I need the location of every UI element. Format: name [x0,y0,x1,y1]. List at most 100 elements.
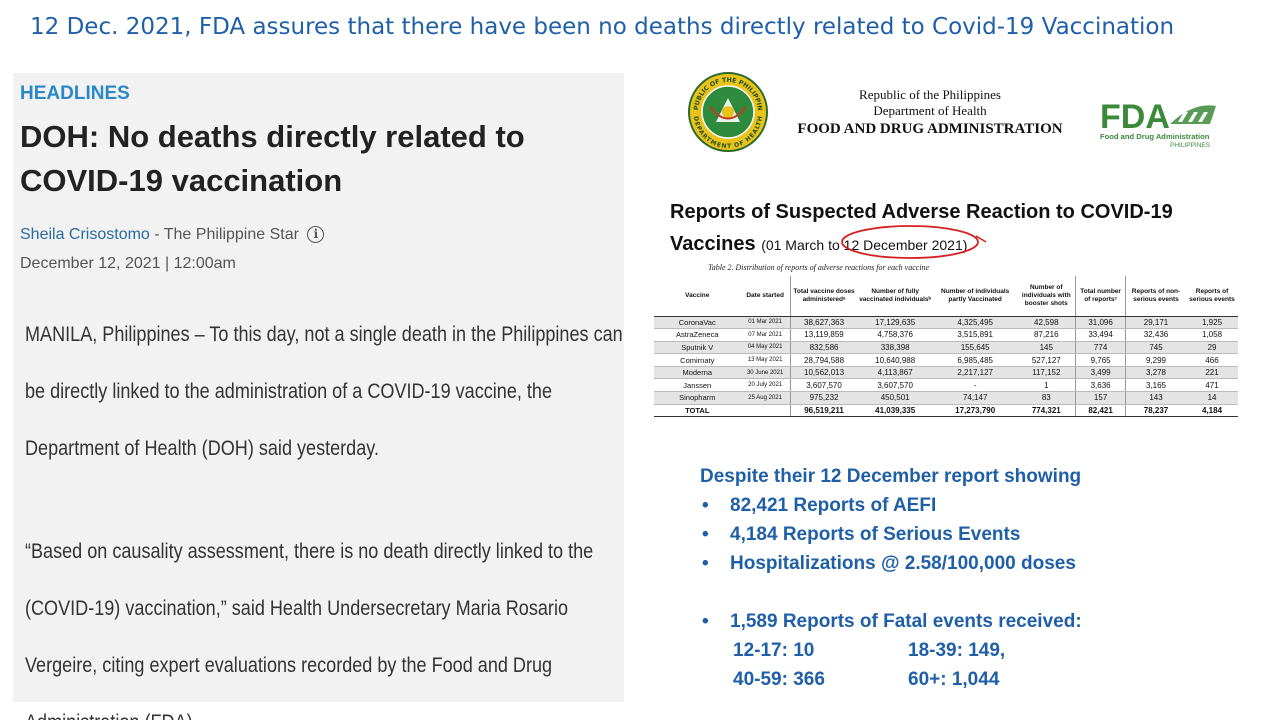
table-cell: 82,421 [1075,403,1126,418]
table-cell: AstraZeneca [654,328,741,342]
table-cell: Moderna [654,366,741,380]
table-header: Total number of reportsᶜ [1075,276,1126,317]
fda-logo-text: FDA [1100,98,1170,136]
table-cell: 33,494 [1075,328,1126,342]
table-cell: 9,299 [1125,353,1187,367]
table-cell: 28,794,588 [790,353,858,367]
age-group: 18-39: 149, [908,640,1006,661]
table-cell: 42,598 [1017,316,1077,330]
table-row: Comirnaty 13 May 2021 28,794,588 10,640,… [654,353,1238,367]
agency-line-3: FOOD AND DRUG ADMINISTRATION [797,121,1063,137]
table-cell: 3,165 [1125,378,1187,393]
table-cell: 471 [1186,378,1238,393]
article-paragraph-1: MANILA, Philippines – To this day, not a… [25,323,623,460]
table-cell: 10,562,013 [790,366,858,380]
table-cell: 17,273,790 [933,403,1018,418]
article-date: December 12, 2021 | 12:00am [20,255,236,272]
notes-bullet: 82,421 Reports of AEFI [700,491,1260,520]
table-cell: 221 [1186,366,1238,380]
table-cell [740,403,791,418]
table-cell: 3,636 [1075,378,1126,393]
table-header: Number of fully vaccinated individualsᵇ [857,276,933,317]
table-cell: Sputnik V [654,341,741,355]
doh-seal-icon: REPUBLIC OF THE PHILIPPINES DEPARTMENT O… [688,72,768,152]
table-cell: 01 Mar 2021 [740,316,791,330]
table-total-row: TOTAL 96,519,211 41,039,335 17,273,790 7… [654,403,1238,418]
notes-bullet: Hospitalizations @ 2.58/100,000 doses [700,549,1260,578]
report-title: Reports of Suspected Adverse Reaction to… [670,196,1270,261]
agency-header: Republic of the Philippines Department o… [785,87,1075,139]
table-cell: 04 May 2021 [740,341,791,355]
table-caption: Table 2. Distribution of reports of adve… [708,263,930,272]
notes-bullet: 4,184 Reports of Serious Events [700,520,1260,549]
table-header: Total vaccine doses administeredᵃ [790,276,858,317]
table-cell: 3,607,570 [857,378,933,393]
table-cell: 1,925 [1186,316,1238,330]
table-cell: 9,765 [1075,353,1126,367]
age-group: 12-17: 10 [733,640,815,661]
table-cell: 96,519,211 [790,403,858,418]
table-cell: 41,039,335 [857,403,933,418]
report-range-prefix: (01 March to [761,237,844,253]
table-cell: 143 [1125,391,1187,405]
table-cell: 1 [1017,378,1077,393]
summary-notes: Despite their 12 December report showing… [700,462,1260,694]
table-cell: 4,758,376 [857,328,933,342]
aefi-table: Vaccine Date started Total vaccine doses… [654,276,1238,418]
table-cell: 3,499 [1075,366,1126,380]
table-cell: 31,096 [1075,316,1126,330]
table-cell: 450,501 [857,391,933,405]
table-cell: TOTAL [654,403,741,418]
news-clipping: HEADLINES DOH: No deaths directly relate… [13,73,624,720]
table-cell: 4,184 [1186,403,1238,418]
agency-line-2: Department of Health [873,103,987,118]
table-cell: 07 Mar 2021 [740,328,791,342]
info-icon: i [307,226,325,243]
table-header: Number of individuals with booster shots [1017,276,1077,317]
table-cell: 155,645 [933,341,1018,355]
table-cell: 3,278 [1125,366,1187,380]
table-cell: 832,586 [790,341,858,355]
table-header-row: Vaccine Date started Total vaccine doses… [654,276,1238,317]
notes-intro: Despite their 12 December report showing [700,466,1082,487]
table-cell: 13,119,859 [790,328,858,342]
table-cell: 13 May 2021 [740,353,791,367]
table-cell: 975,232 [790,391,858,405]
table-cell: Sinopharm [654,391,741,405]
table-cell: 117,152 [1017,366,1077,380]
notes-fatal: 1,589 Reports of Fatal events received: [700,607,1260,636]
table-row: Sputnik V 04 May 2021 832,586 338,398 15… [654,341,1238,355]
article-paragraph-2: “Based on causality assessment, there is… [25,540,594,720]
table-cell: Janssen [654,378,741,393]
table-cell: 745 [1125,341,1187,355]
age-group: 40-59: 366 [733,669,825,690]
table-cell: 145 [1017,341,1077,355]
table-cell: 78,237 [1125,403,1187,418]
article-publication: - The Philippine Star [149,226,299,243]
table-cell: 4,325,495 [933,316,1018,330]
table-cell: 25 Aug 2021 [740,391,791,405]
table-cell: 29 [1186,341,1238,355]
table-cell: 20 July 2021 [740,378,791,393]
table-cell: 4,113,867 [857,366,933,380]
table-cell: 38,627,363 [790,316,858,330]
article-byline: Sheila Crisostomo - The Philippine Star … [20,226,325,244]
table-cell: 338,398 [857,341,933,355]
report-title-line-1: Reports of Suspected Adverse Reaction to… [670,201,1173,223]
table-row: AstraZeneca 07 Mar 2021 13,119,859 4,758… [654,328,1238,342]
table-cell: 17,129,635 [857,316,933,330]
fda-logo-sub2: PHILIPPINES [1170,142,1211,149]
table-cell: 466 [1186,353,1238,367]
table-cell: 774 [1075,341,1126,355]
table-row: Moderna 30 June 2021 10,562,013 4,113,86… [654,366,1238,380]
table-header: Number of individuals partly Vaccinated [933,276,1018,317]
table-cell: 14 [1186,391,1238,405]
report-range-date: 12 December 2021) [843,237,968,253]
fatal-age-breakdown: 12-17: 10 18-39: 149, 40-59: 366 60+: 1,… [700,636,1260,694]
table-cell: 29,171 [1125,316,1187,330]
table-cell: 32,436 [1125,328,1187,342]
table-header: Reports of serious events [1186,276,1238,317]
table-cell: - [933,378,1018,393]
article-headline: DOH: No deaths directly related to COVID… [20,119,525,198]
table-cell: 3,515,891 [933,328,1018,342]
